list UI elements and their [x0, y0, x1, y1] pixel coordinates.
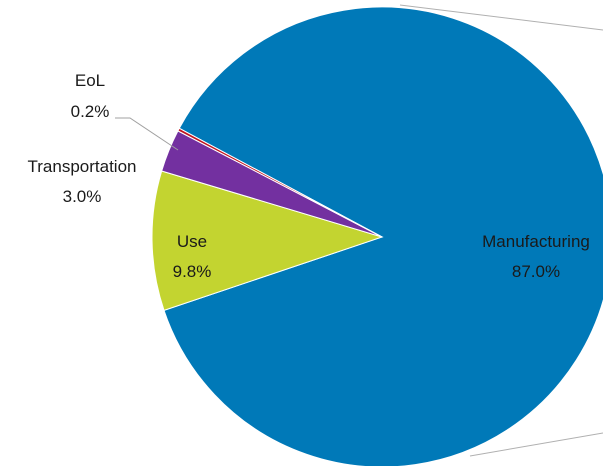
slice-value-transportation: 3.0% — [63, 187, 102, 206]
slice-label-transportation: Transportation — [28, 157, 137, 176]
breakout-line-top — [399, 4, 603, 31]
pie-slice-use — [151, 170, 384, 311]
slice-label-eol: EoL — [75, 71, 105, 90]
pie-slices — [151, 6, 603, 466]
slice-value-use: 9.8% — [173, 262, 212, 281]
slice-value-manufacturing: 87.0% — [512, 262, 560, 281]
pie-slice-eol — [177, 127, 383, 238]
eol-leader-line — [115, 117, 179, 151]
slice-value-eol: 0.2% — [71, 102, 110, 121]
breakout-line-bottom — [469, 432, 603, 457]
slice-label-use: Use — [177, 232, 207, 251]
slice-label-manufacturing: Manufacturing — [482, 232, 590, 251]
pie-slice-manufacturing — [163, 6, 603, 466]
